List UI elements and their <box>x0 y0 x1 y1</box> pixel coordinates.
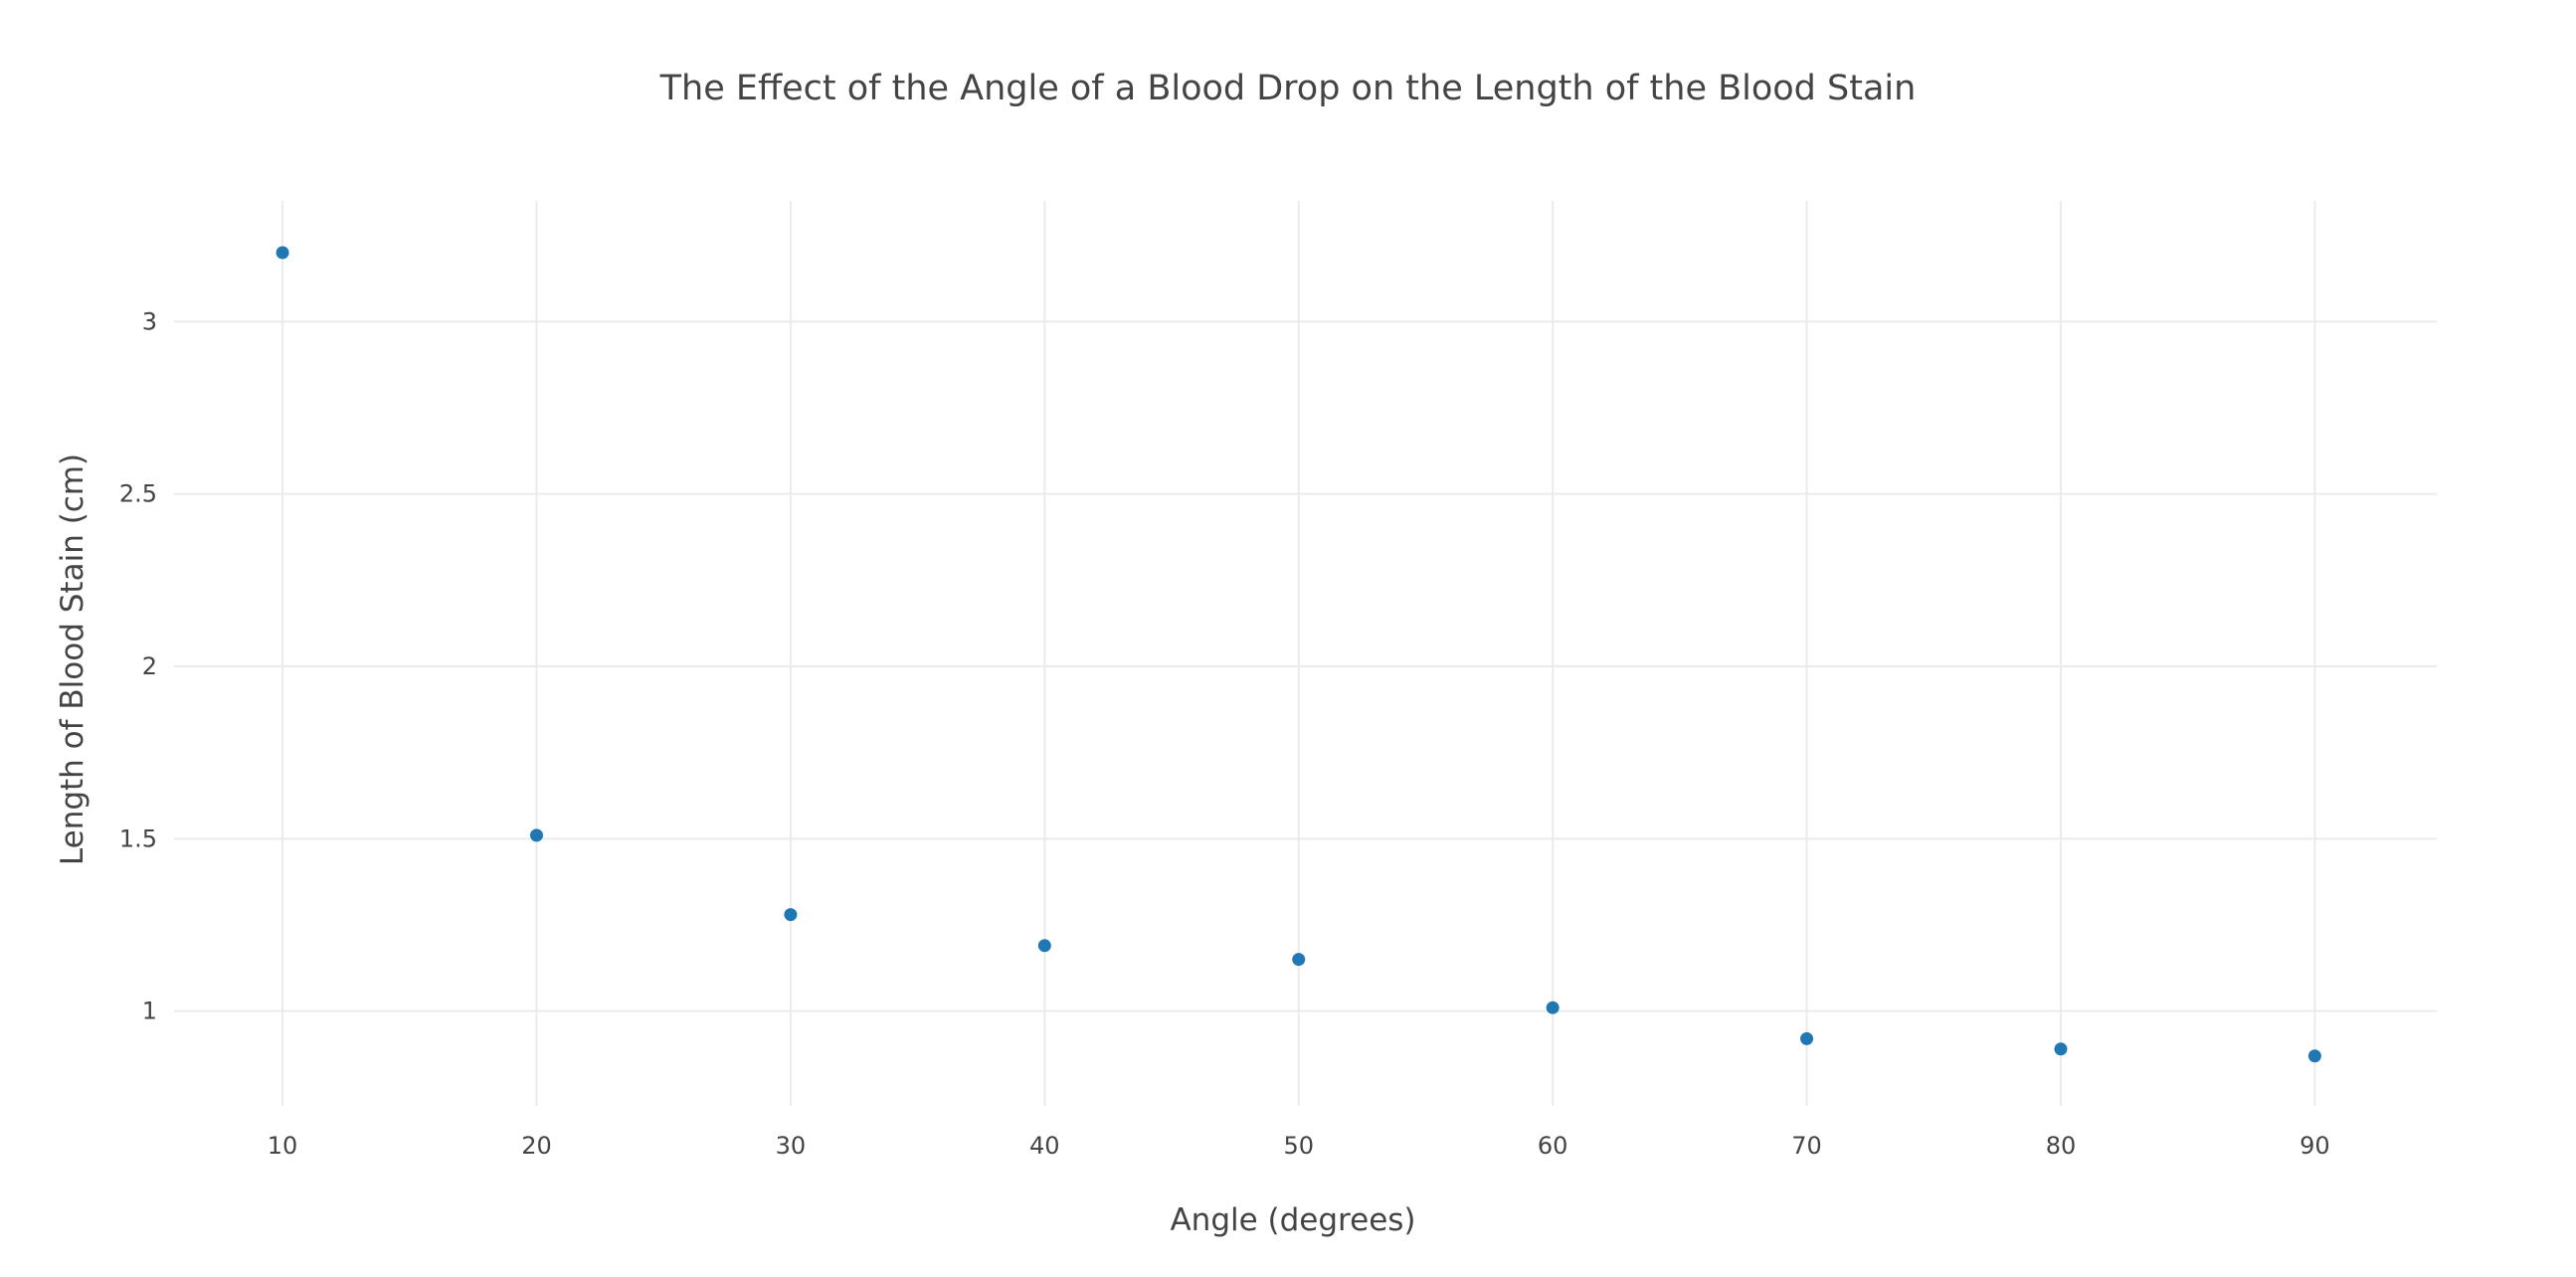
data-point <box>529 828 543 842</box>
y-tick-label: 1.5 <box>119 824 157 852</box>
y-tick-label: 3 <box>142 307 157 335</box>
x-tick-label: 90 <box>2300 1132 2330 1160</box>
x-tick-label: 70 <box>1791 1132 1822 1160</box>
y-tick-labels: 1 1.5 2 2.5 3 <box>119 307 157 1024</box>
x-axis-label: Angle (degrees) <box>1170 1202 1415 1238</box>
y-axis-label: Length of Blood Stain (cm) <box>55 454 91 865</box>
x-tick-label: 40 <box>1029 1132 1060 1160</box>
x-tick-label: 20 <box>521 1132 552 1160</box>
x-gridlines <box>281 201 2316 1106</box>
x-tick-label: 10 <box>268 1132 298 1160</box>
x-tick-label: 80 <box>2046 1132 2077 1160</box>
data-point <box>784 908 798 922</box>
x-tick-label: 50 <box>1283 1132 1314 1160</box>
data-point <box>1546 1001 1560 1014</box>
data-point <box>1800 1031 1814 1045</box>
y-tick-label: 2 <box>142 652 157 680</box>
x-tick-label: 60 <box>1538 1132 1568 1160</box>
y-gridlines <box>174 320 2437 1012</box>
chart-title: The Effect of the Angle of a Blood Drop … <box>659 69 1917 108</box>
x-tick-label: 30 <box>776 1132 807 1160</box>
data-point <box>2054 1042 2068 1056</box>
x-tick-labels: 10 20 30 40 50 60 70 80 90 <box>268 1132 2330 1160</box>
data-point <box>1292 953 1306 967</box>
data-point <box>1037 939 1051 953</box>
data-point <box>2307 1049 2321 1063</box>
data-point <box>276 246 289 260</box>
data-points <box>276 246 2321 1063</box>
y-tick-label: 2.5 <box>119 480 157 508</box>
y-tick-label: 1 <box>142 998 157 1025</box>
